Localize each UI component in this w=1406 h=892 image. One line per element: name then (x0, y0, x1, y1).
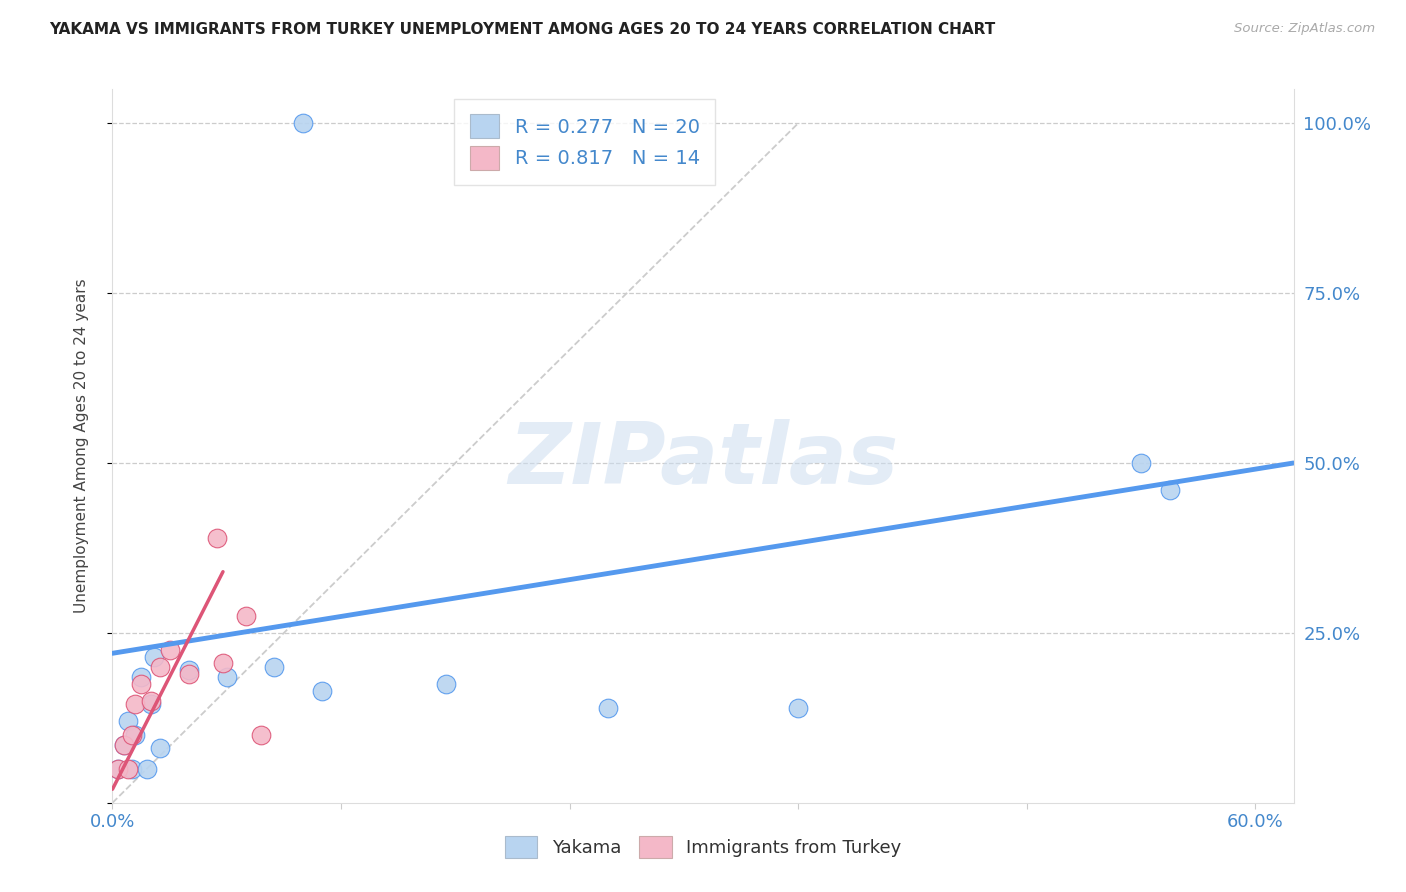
Point (129, 677, 152, 691)
Point (311, 683, 333, 698)
Point (291, 116, 314, 130)
Point (121, 728, 143, 742)
Point (139, 698, 162, 712)
Y-axis label: Unemployment Among Ages 20 to 24 years: Unemployment Among Ages 20 to 24 years (75, 278, 89, 614)
Point (139, 694, 162, 708)
Point (129, 670, 152, 684)
Point (434, 677, 457, 691)
Point (112, 738, 135, 752)
Point (112, 738, 135, 752)
Point (177, 663, 200, 677)
Text: YAKAMA VS IMMIGRANTS FROM TURKEY UNEMPLOYMENT AMONG AGES 20 TO 24 YEARS CORRELAT: YAKAMA VS IMMIGRANTS FROM TURKEY UNEMPLO… (49, 22, 995, 37)
Text: Source: ZipAtlas.com: Source: ZipAtlas.com (1234, 22, 1375, 36)
Point (212, 657, 235, 671)
Point (124, 698, 146, 712)
Point (117, 762, 139, 776)
Point (235, 608, 257, 623)
Point (215, 670, 238, 684)
Point (1130, 456, 1153, 470)
Point (263, 660, 285, 674)
Point (135, 762, 157, 776)
Point (124, 728, 146, 742)
Point (596, 700, 619, 714)
Point (149, 741, 172, 756)
Point (1159, 483, 1181, 498)
Point (121, 762, 143, 776)
Point (107, 762, 129, 776)
Point (177, 666, 200, 681)
Text: ZIPatlas: ZIPatlas (508, 418, 898, 502)
Point (250, 728, 273, 742)
Point (207, 531, 229, 545)
Point (149, 660, 172, 674)
Point (117, 714, 139, 729)
Point (159, 643, 181, 657)
Point (787, 700, 810, 714)
Legend: Yakama, Immigrants from Turkey: Yakama, Immigrants from Turkey (498, 829, 908, 865)
Point (143, 649, 166, 664)
Point (107, 762, 129, 776)
